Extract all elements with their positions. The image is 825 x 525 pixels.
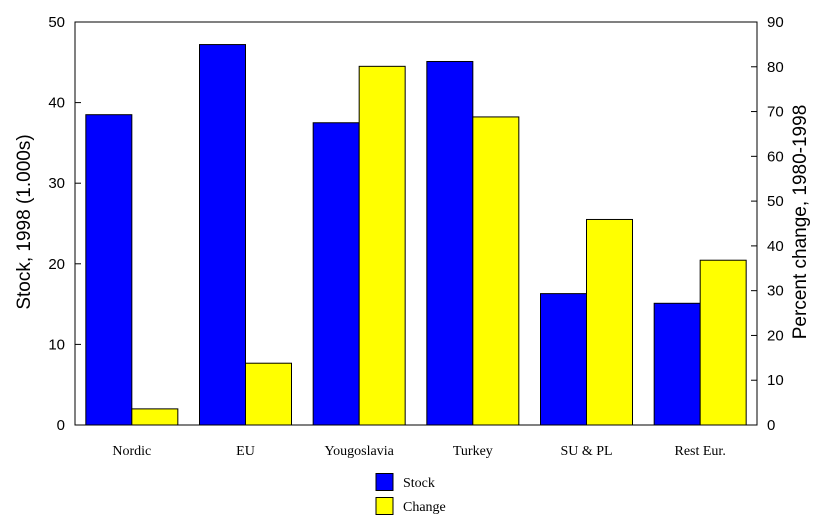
right-tick-label: 50 bbox=[767, 193, 784, 210]
legend-swatch-stock bbox=[375, 473, 394, 491]
right-tick-label: 90 bbox=[767, 14, 784, 31]
bar-change-nordic bbox=[131, 408, 179, 426]
bar-change-turkey bbox=[472, 116, 520, 426]
left-tick-label: 20 bbox=[48, 256, 65, 273]
left-axis-ticks: 0 10 20 30 40 50 bbox=[48, 14, 81, 434]
left-tick-label: 50 bbox=[48, 14, 65, 31]
bar-stock-rest-eur bbox=[653, 302, 701, 426]
axes-group bbox=[74, 21, 758, 426]
left-tick-label: 30 bbox=[48, 175, 65, 192]
left-axis-title: Stock, 1998 (1.000s) bbox=[14, 134, 35, 309]
category-label-su-pl: SU & PL bbox=[560, 444, 612, 459]
left-tick-label: 40 bbox=[48, 95, 65, 112]
category-label-nordic: Nordic bbox=[112, 444, 151, 459]
bar-stock-turkey bbox=[426, 60, 474, 426]
bar-change-su-pl bbox=[586, 218, 633, 426]
legend: Stock Change bbox=[375, 473, 446, 515]
right-tick-label: 20 bbox=[767, 327, 784, 344]
right-tick-label: 0 bbox=[767, 417, 775, 434]
bar-change-eu bbox=[245, 362, 292, 426]
legend-label-change: Change bbox=[403, 500, 446, 515]
category-label-rest-eur: Rest Eur. bbox=[674, 444, 725, 459]
right-tick-label: 40 bbox=[767, 238, 784, 255]
bars-group bbox=[85, 44, 747, 426]
category-label-eu: EU bbox=[236, 444, 255, 459]
bar-stock-yougoslavia bbox=[312, 122, 360, 426]
bar-change-rest-eur bbox=[699, 259, 747, 426]
left-tick-label: 0 bbox=[57, 417, 65, 434]
right-tick-label: 80 bbox=[767, 59, 784, 76]
legend-swatch-change bbox=[375, 497, 394, 515]
right-tick-label: 70 bbox=[767, 104, 784, 121]
left-tick-label: 10 bbox=[48, 336, 65, 353]
right-tick-label: 30 bbox=[767, 283, 784, 300]
bar-stock-eu bbox=[199, 44, 246, 426]
plot-frame bbox=[74, 21, 758, 426]
category-labels: Nordic EU Yougoslavia Turkey SU & PL Rest Eur… bbox=[112, 444, 725, 459]
bar-stock-nordic bbox=[85, 114, 133, 426]
right-tick-label: 60 bbox=[767, 148, 784, 165]
bar-change-yougoslavia bbox=[358, 65, 406, 426]
bar-stock-su-pl bbox=[540, 293, 587, 426]
right-axis-title: Percent change, 1980-1998 bbox=[790, 105, 811, 340]
right-axis-ticks: 0 10 20 30 40 50 60 70 80 90 bbox=[751, 14, 784, 434]
legend-label-stock: Stock bbox=[403, 476, 435, 491]
category-label-yougoslavia: Yougoslavia bbox=[324, 444, 394, 459]
right-tick-label: 10 bbox=[767, 372, 784, 389]
category-label-turkey: Turkey bbox=[453, 444, 493, 459]
